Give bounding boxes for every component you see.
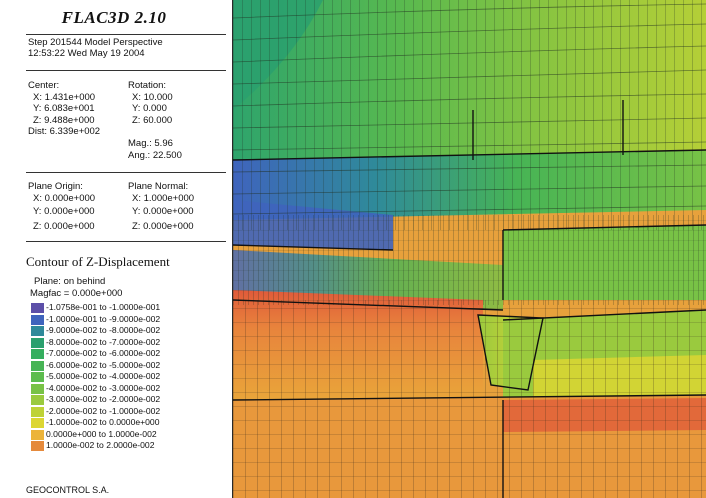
step-info: Step 201544 Model Perspective — [28, 37, 163, 48]
legend-swatch — [31, 395, 44, 405]
footer-credit: GEOCONTROL S.A. — [26, 485, 110, 495]
plane-origin-label: Plane Origin: — [28, 181, 83, 192]
divider — [26, 172, 226, 173]
legend-swatch — [31, 326, 44, 336]
magnification: Mag.: 5.96 — [128, 138, 173, 149]
plane-normal-y: Y: 0.000e+000 — [132, 206, 194, 217]
legend-swatch — [31, 303, 44, 313]
legend-swatch — [31, 406, 44, 417]
center-y: Y: 6.083e+001 — [33, 103, 95, 114]
legend-swatch — [31, 372, 44, 382]
legend-label: -7.0000e-002 to -6.0000e-002 — [46, 348, 161, 358]
legend-swatch — [31, 360, 44, 371]
rotation-z: Z: 60.000 — [132, 114, 173, 126]
legend-swatch — [31, 418, 44, 428]
plane-origin-z: Z: 0.000e+000 — [33, 221, 95, 232]
legend-swatch — [31, 314, 44, 325]
legend-swatch — [31, 429, 44, 440]
legend-label: -4.0000e-002 to -3.0000e-002 — [46, 382, 161, 393]
rotation-y: Y: 0.000 — [132, 103, 167, 114]
legend-label: -1.0000e-002 to 0.0000e+000 — [46, 417, 160, 427]
legend-panel: FLAC3D 2.10 Step 201544 Model Perspectiv… — [0, 0, 234, 498]
legend-swatch — [31, 383, 44, 394]
plane-normal-z: Z: 0.000e+000 — [132, 221, 194, 232]
legend-label: -8.0000e-002 to -7.0000e-002 — [46, 336, 161, 347]
legend-label: -6.0000e-002 to -5.0000e-002 — [46, 359, 161, 370]
legend-label: 0.0000e+000 to 1.0000e-002 — [46, 428, 157, 439]
legend-label: -1.0758e-001 to -1.0000e-001 — [46, 302, 161, 312]
divider — [26, 34, 226, 35]
legend-label: 1.0000e-002 to 2.0000e-002 — [46, 440, 155, 450]
model-viewport — [233, 0, 706, 498]
mesh-dense — [233, 215, 706, 305]
legend-swatch — [31, 337, 44, 348]
distance: Dist: 6.339e+002 — [28, 126, 101, 137]
legend-swatch — [31, 349, 44, 359]
plane-origin-y: Y: 0.000e+000 — [33, 206, 95, 217]
legend-label: -1.0000e-001 to -9.0000e-002 — [46, 313, 161, 324]
rotation-label: Rotation: — [128, 80, 167, 91]
contour-title: Contour of Z-Displacement — [26, 254, 170, 269]
center-z: Z: 9.488e+000 — [33, 114, 95, 126]
legend-label: -2.0000e-002 to -1.0000e-002 — [46, 405, 161, 416]
magfac-setting: Magfac = 0.000e+000 — [30, 288, 123, 299]
legend-label: -3.0000e-002 to -2.0000e-002 — [46, 394, 161, 404]
divider — [26, 241, 226, 242]
mesh-arcs — [233, 3, 706, 215]
plane-normal-label: Plane Normal: — [128, 181, 189, 192]
plane-origin-x: X: 0.000e+000 — [33, 192, 96, 204]
center-x: X: 1.431e+000 — [33, 91, 96, 103]
center-label: Center: — [28, 80, 60, 91]
legend-label: -5.0000e-002 to -4.0000e-002 — [46, 371, 161, 381]
divider — [26, 70, 226, 71]
app-title: FLAC3D 2.10 — [61, 8, 167, 27]
timestamp: 12:53:22 Wed May 19 2004 — [28, 48, 145, 59]
structural-edges — [233, 100, 706, 498]
plane-normal-x: X: 1.000e+000 — [132, 192, 195, 204]
plane-setting: Plane: on behind — [34, 276, 106, 287]
rotation-x: X: 10.000 — [132, 91, 173, 103]
legend-swatch — [31, 441, 44, 451]
mesh-upper — [233, 0, 706, 230]
legend-label: -9.0000e-002 to -8.0000e-002 — [46, 325, 161, 335]
view-angle: Ang.: 22.500 — [128, 150, 182, 161]
